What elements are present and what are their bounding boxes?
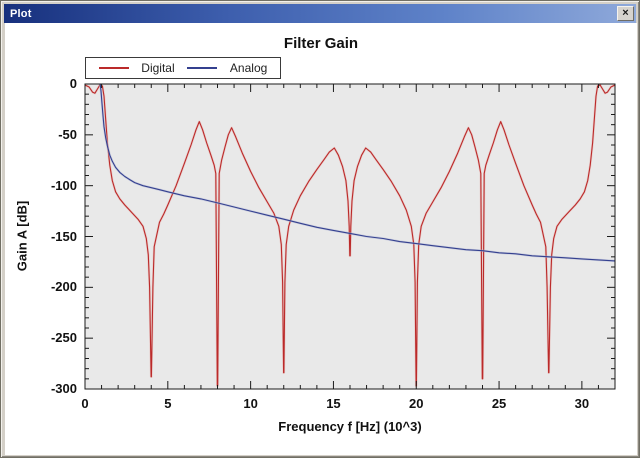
- close-icon[interactable]: ×: [617, 6, 634, 21]
- x-tick-label: 30: [574, 396, 590, 411]
- y-tick-label: -200: [50, 279, 77, 295]
- y-axis-title: Gain A [dB]: [14, 200, 30, 272]
- figure-area: Filter Gain Digital Analog 0 -50 -100 -150 -…: [5, 23, 637, 455]
- digital-line-sample: [98, 67, 129, 69]
- y-tick-label: 0: [69, 76, 77, 91]
- x-tick-label: 10: [243, 396, 258, 411]
- plot-canvas: [84, 83, 616, 390]
- legend-label-analog: Analog: [229, 61, 268, 75]
- legend: Digital Analog: [85, 57, 281, 79]
- y-tick-label: -50: [58, 126, 77, 142]
- x-tick-label: 25: [491, 396, 507, 411]
- title-bar[interactable]: Plot ×: [4, 4, 636, 23]
- y-tick-label: -150: [50, 228, 77, 244]
- x-tick-label: 15: [326, 396, 341, 411]
- chart-title: Filter Gain: [283, 35, 359, 52]
- window-title: Plot: [10, 7, 32, 20]
- y-tick-label: -250: [50, 330, 77, 346]
- y-tick-label: -300: [50, 381, 77, 396]
- analog-line-sample: [187, 67, 218, 69]
- y-tick-label: -100: [50, 177, 77, 193]
- x-tick-label: 20: [409, 396, 424, 411]
- legend-label-digital: Digital: [141, 61, 175, 75]
- x-axis-title: Frequency f [Hz] (10^3): [278, 419, 422, 434]
- x-tick-label: 0: [81, 396, 89, 411]
- x-tick-label: 5: [164, 396, 172, 411]
